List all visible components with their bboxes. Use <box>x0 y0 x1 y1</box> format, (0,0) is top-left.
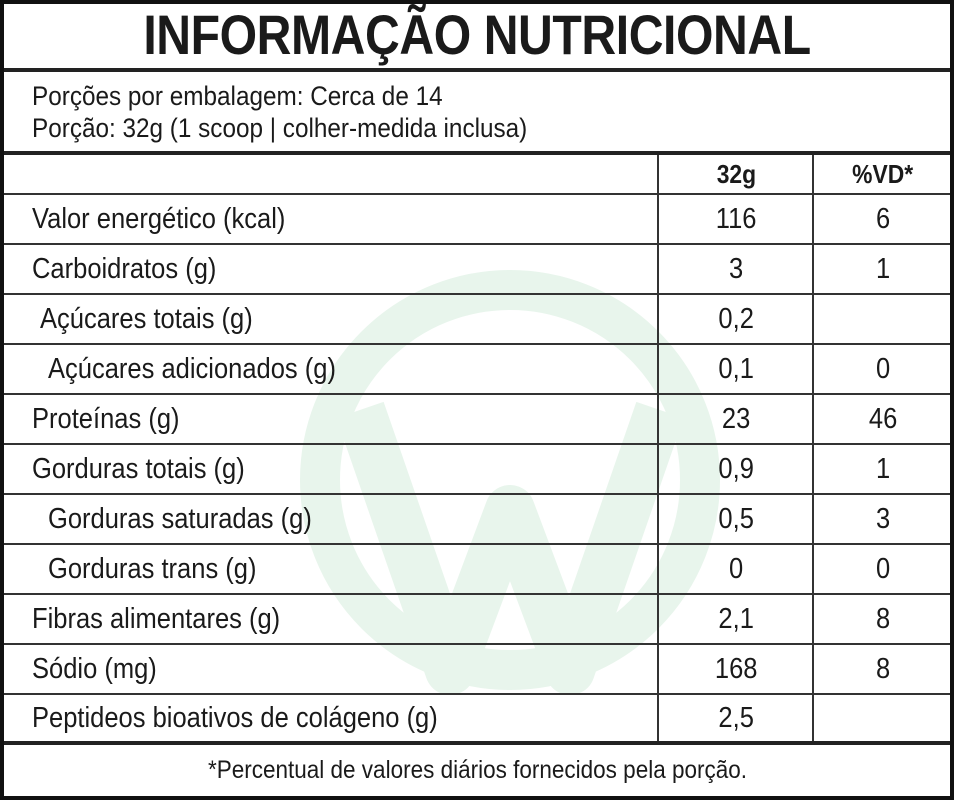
nutrient-dv: 1 <box>812 445 952 493</box>
nutrient-label: Carboidratos (g) <box>32 252 217 285</box>
table-row: Peptideos bioativos de colágeno (g) 2,5 <box>0 695 954 745</box>
table-row: Valor energético (kcal) 116 6 <box>0 195 954 245</box>
nutrient-label: Peptideos bioativos de colágeno (g) <box>32 701 438 734</box>
nutrient-dv <box>812 695 952 741</box>
nutrient-amount: 168 <box>657 645 814 693</box>
nutrient-dv <box>812 295 952 343</box>
servings-per-package: Porções por embalagem: Cerca de 14 <box>32 81 443 111</box>
nutrient-dv: 1 <box>812 245 952 293</box>
serving-size: Porção: 32g (1 scoop | colher-medida inc… <box>32 113 528 143</box>
nutrient-amount: 0,2 <box>657 295 814 343</box>
header-amount: 32g <box>657 155 814 193</box>
nutrient-amount: 2,5 <box>657 695 814 741</box>
table-row: Açúcares totais (g) 0,2 <box>0 295 954 345</box>
nutrient-label: Gorduras saturadas (g) <box>48 502 312 535</box>
nutrient-amount: 3 <box>657 245 814 293</box>
nutrient-amount: 116 <box>657 195 814 243</box>
nutrient-dv: 8 <box>812 595 952 643</box>
nutrient-label: Gorduras totais (g) <box>32 452 245 485</box>
nutrient-amount: 0,9 <box>657 445 814 493</box>
nutrient-label: Proteínas (g) <box>32 402 180 435</box>
nutrient-label: Açúcares adicionados (g) <box>48 352 336 385</box>
table-row: Carboidratos (g) 3 1 <box>0 245 954 295</box>
table-row: Proteínas (g) 23 46 <box>0 395 954 445</box>
table-row: Açúcares adicionados (g) 0,1 0 <box>0 345 954 395</box>
nutrient-label: Açúcares totais (g) <box>40 302 253 335</box>
nutrient-dv: 46 <box>812 395 952 443</box>
title-text: INFORMAÇÃO NUTRICIONAL <box>143 3 811 66</box>
nutrient-label: Sódio (mg) <box>32 652 157 685</box>
footnote-text: *Percentual de valores diários fornecido… <box>207 756 747 784</box>
nutrient-amount: 0,1 <box>657 345 814 393</box>
nutrient-amount: 2,1 <box>657 595 814 643</box>
nutrient-dv: 8 <box>812 645 952 693</box>
nutrient-label: Gorduras trans (g) <box>48 552 257 585</box>
table-row: Gorduras saturadas (g) 0,5 3 <box>0 495 954 545</box>
nutrition-table: 32g %VD* Valor energético (kcal) 116 6 Ca… <box>0 155 954 745</box>
table-row: Gorduras totais (g) 0,9 1 <box>0 445 954 495</box>
table-header: 32g %VD* <box>0 155 954 195</box>
label-title: INFORMAÇÃO NUTRICIONAL <box>0 0 954 72</box>
header-dv: %VD* <box>812 155 952 193</box>
nutrient-dv: 0 <box>812 545 952 593</box>
nutrient-amount: 0 <box>657 545 814 593</box>
nutrient-dv: 3 <box>812 495 952 543</box>
nutrient-label: Fibras alimentares (g) <box>32 602 281 635</box>
nutrient-amount: 23 <box>657 395 814 443</box>
table-row: Gorduras trans (g) 0 0 <box>0 545 954 595</box>
table-row: Sódio (mg) 168 8 <box>0 645 954 695</box>
nutrient-dv: 0 <box>812 345 952 393</box>
footnote: *Percentual de valores diários fornecido… <box>0 745 954 800</box>
nutrient-amount: 0,5 <box>657 495 814 543</box>
nutrient-dv: 6 <box>812 195 952 243</box>
table-row: Fibras alimentares (g) 2,1 8 <box>0 595 954 645</box>
nutrient-label: Valor energético (kcal) <box>32 202 286 235</box>
w-logo-watermark-icon <box>300 270 720 695</box>
serving-info: Porções por embalagem: Cerca de 14 Porçã… <box>0 72 954 155</box>
